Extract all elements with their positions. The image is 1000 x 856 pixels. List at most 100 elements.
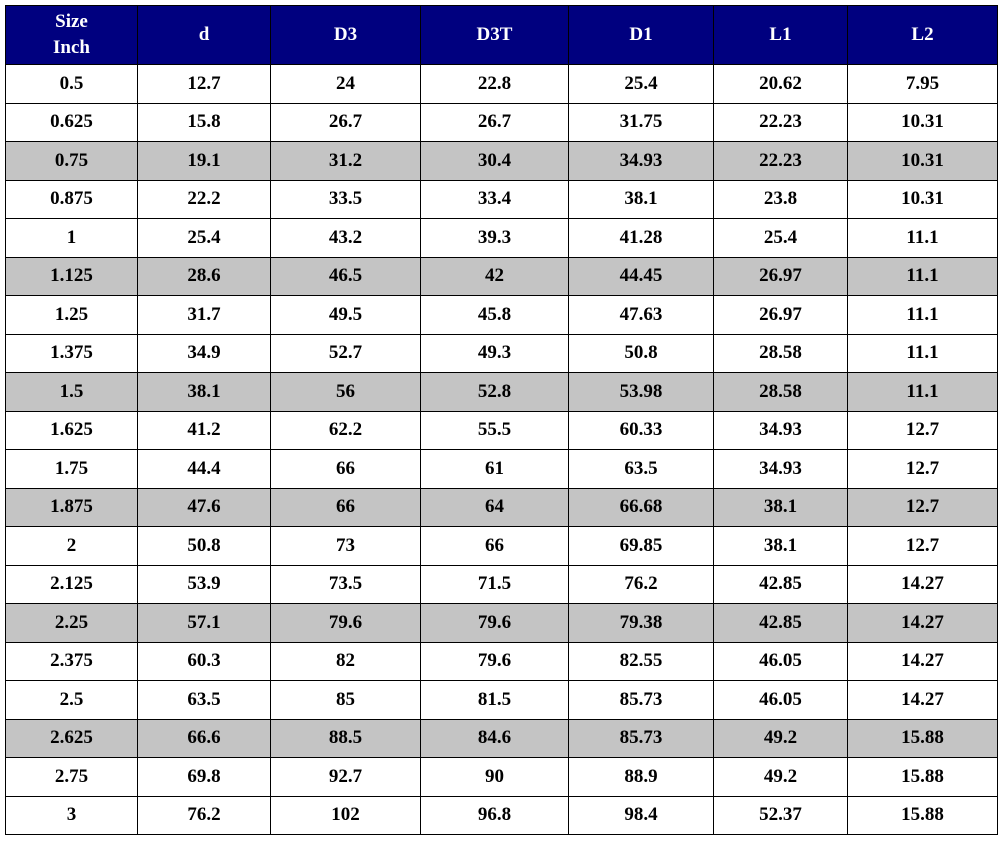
table-cell: 44.4 <box>137 449 271 489</box>
table-row: 2.75 69.8 92.7 90 88.9 49.2 15.88 <box>5 757 998 797</box>
header-cell: Size Inch <box>5 5 138 65</box>
table-cell: 66 <box>420 526 569 566</box>
table-cell: 22.23 <box>713 141 848 181</box>
table-row: 2.125 53.9 73.5 71.5 76.2 42.85 14.27 <box>5 564 998 604</box>
table-cell: 66.6 <box>137 718 271 758</box>
table-cell: 22.23 <box>713 102 848 142</box>
table-cell: 81.5 <box>420 680 569 720</box>
table-cell: 52.37 <box>713 795 848 835</box>
table-cell: 55.5 <box>420 410 569 450</box>
header-row: Size Inch d D3 D3T D1 L1 L2 <box>5 5 998 65</box>
table-cell: 73.5 <box>270 564 421 604</box>
table-cell: 38.1 <box>137 372 271 412</box>
table-cell: 102 <box>270 795 421 835</box>
table-cell: 98.4 <box>568 795 714 835</box>
table-row: 0.75 19.1 31.2 30.4 34.93 22.23 10.31 <box>5 141 998 181</box>
dimension-table: Size Inch d D3 D3T D1 L1 L2 0.5 12.7 24 22.8 25.4 2… <box>5 5 998 835</box>
table-cell: 41.28 <box>568 218 714 258</box>
table-cell: 28.6 <box>137 256 271 296</box>
table-cell: 14.27 <box>847 641 998 681</box>
table-cell: 34.93 <box>568 141 714 181</box>
table-cell: 79.6 <box>270 603 421 643</box>
table-cell: 3 <box>5 795 138 835</box>
table-cell: 85.73 <box>568 718 714 758</box>
table-cell: 63.5 <box>137 680 271 720</box>
header-cell: D3 <box>270 5 421 65</box>
table-cell: 14.27 <box>847 680 998 720</box>
table-cell: 45.8 <box>420 295 569 335</box>
table-cell: 20.62 <box>713 64 848 104</box>
table-cell: 31.75 <box>568 102 714 142</box>
table-cell: 52.8 <box>420 372 569 412</box>
table-cell: 60.3 <box>137 641 271 681</box>
table-cell: 0.5 <box>5 64 138 104</box>
table-cell: 11.1 <box>847 372 998 412</box>
table-cell: 15.88 <box>847 757 998 797</box>
table-row: 2 50.8 73 66 69.85 38.1 12.7 <box>5 526 998 566</box>
table-cell: 63.5 <box>568 449 714 489</box>
table-cell: 79.38 <box>568 603 714 643</box>
table-row: 1 25.4 43.2 39.3 41.28 25.4 11.1 <box>5 218 998 258</box>
table-header: Size Inch d D3 D3T D1 L1 L2 <box>5 5 998 65</box>
table-cell: 28.58 <box>713 333 848 373</box>
header-cell: D1 <box>568 5 714 65</box>
table-cell: 7.95 <box>847 64 998 104</box>
table-cell: 19.1 <box>137 141 271 181</box>
table-cell: 69.85 <box>568 526 714 566</box>
table-cell: 46.05 <box>713 641 848 681</box>
table-cell: 11.1 <box>847 218 998 258</box>
table-cell: 47.6 <box>137 487 271 527</box>
table-cell: 1.125 <box>5 256 138 296</box>
table-cell: 53.98 <box>568 372 714 412</box>
table-cell: 66 <box>270 449 421 489</box>
table-cell: 11.1 <box>847 256 998 296</box>
table-row: 1.125 28.6 46.5 42 44.45 26.97 11.1 <box>5 256 998 296</box>
table-cell: 1.625 <box>5 410 138 450</box>
table-cell: 42.85 <box>713 603 848 643</box>
table-cell: 10.31 <box>847 141 998 181</box>
table-cell: 82 <box>270 641 421 681</box>
table-cell: 2.25 <box>5 603 138 643</box>
table-cell: 66 <box>270 487 421 527</box>
table-cell: 56 <box>270 372 421 412</box>
table-cell: 50.8 <box>137 526 271 566</box>
table-cell: 14.27 <box>847 603 998 643</box>
table-cell: 2.75 <box>5 757 138 797</box>
table-cell: 62.2 <box>270 410 421 450</box>
table-cell: 38.1 <box>713 487 848 527</box>
table-cell: 2.125 <box>5 564 138 604</box>
table-cell: 12.7 <box>137 64 271 104</box>
table-row: 2.25 57.1 79.6 79.6 79.38 42.85 14.27 <box>5 603 998 643</box>
table-cell: 73 <box>270 526 421 566</box>
table-row: 0.875 22.2 33.5 33.4 38.1 23.8 10.31 <box>5 179 998 219</box>
table-cell: 50.8 <box>568 333 714 373</box>
table-cell: 10.31 <box>847 102 998 142</box>
table-cell: 2.5 <box>5 680 138 720</box>
table-cell: 31.2 <box>270 141 421 181</box>
table-cell: 61 <box>420 449 569 489</box>
table-cell: 22.8 <box>420 64 569 104</box>
table-cell: 1.75 <box>5 449 138 489</box>
table-cell: 12.7 <box>847 487 998 527</box>
header-cell: L1 <box>713 5 848 65</box>
table-cell: 92.7 <box>270 757 421 797</box>
table-cell: 0.875 <box>5 179 138 219</box>
table-cell: 39.3 <box>420 218 569 258</box>
table-cell: 66.68 <box>568 487 714 527</box>
table-row: 1.75 44.4 66 61 63.5 34.93 12.7 <box>5 449 998 489</box>
table-cell: 0.75 <box>5 141 138 181</box>
table-cell: 12.7 <box>847 526 998 566</box>
table-row: 1.5 38.1 56 52.8 53.98 28.58 11.1 <box>5 372 998 412</box>
table-cell: 26.7 <box>270 102 421 142</box>
table-row: 1.375 34.9 52.7 49.3 50.8 28.58 11.1 <box>5 333 998 373</box>
table-cell: 88.5 <box>270 718 421 758</box>
table-cell: 1.25 <box>5 295 138 335</box>
table-cell: 0.625 <box>5 102 138 142</box>
table-row: 1.625 41.2 62.2 55.5 60.33 34.93 12.7 <box>5 410 998 450</box>
table-cell: 2.375 <box>5 641 138 681</box>
table-cell: 85 <box>270 680 421 720</box>
table-cell: 15.88 <box>847 795 998 835</box>
table-cell: 76.2 <box>137 795 271 835</box>
table-row: 3 76.2 102 96.8 98.4 52.37 15.88 <box>5 795 998 835</box>
table-cell: 1 <box>5 218 138 258</box>
